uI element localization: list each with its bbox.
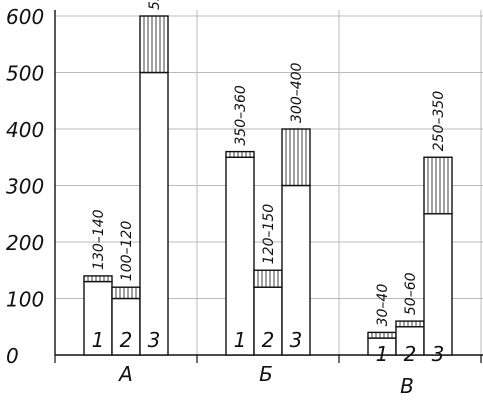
bar-range-g1-b2 <box>281 128 311 187</box>
range-label-g0-b1: 100–120 <box>119 221 135 282</box>
bar-range-g0-b0 <box>83 275 113 283</box>
bar-number-label-g2-b2: 3 <box>432 342 445 366</box>
bar-range-g1-b0 <box>225 150 255 158</box>
labels-layer: 0 100 200 300 400 500 600 1 130–140 2 100–120 3 550–… <box>6 0 447 398</box>
bar-range-g0-b2 <box>139 15 169 74</box>
y-tick-label-100: 100 <box>6 288 44 312</box>
category-label-2: В <box>400 374 414 398</box>
range-label-g1-b2: 300–400 <box>289 62 305 123</box>
bars-layer <box>83 15 453 356</box>
range-label-g1-b0: 350–360 <box>233 85 249 146</box>
bar-number-label-g1-b1: 2 <box>262 328 275 352</box>
bar-number-label-g1-b0: 1 <box>234 328 247 352</box>
range-label-g2-b0: 30–40 <box>375 284 391 327</box>
y-tick-label-400: 400 <box>6 118 44 142</box>
grid-layer <box>54 10 483 355</box>
range-label-g2-b1: 50–60 <box>403 272 419 315</box>
category-label-1: Б <box>259 362 273 386</box>
bar-g0-b2 <box>139 71 169 356</box>
bar-number-label-g2-b0: 1 <box>376 342 389 366</box>
bar-number-label-g0-b1: 2 <box>120 328 133 352</box>
category-label-0: А <box>117 362 133 386</box>
y-tick-label-0: 0 <box>6 344 19 368</box>
y-tick-label-300: 300 <box>6 175 44 199</box>
bar-range-g2-b2 <box>423 156 453 215</box>
bar-number-label-g0-b0: 1 <box>92 328 105 352</box>
y-tick-label-500: 500 <box>6 62 44 86</box>
bar-g0-b0 <box>83 280 113 356</box>
range-label-g0-b0: 130–140 <box>91 209 107 270</box>
range-label-g1-b1: 120–150 <box>261 204 277 265</box>
range-label-g0-b2: 550–600 <box>147 0 163 10</box>
bar-g1-b0 <box>225 156 255 356</box>
bar-g1-b1 <box>253 286 283 356</box>
bar-number-label-g1-b2: 3 <box>290 328 303 352</box>
bar-number-label-g0-b2: 3 <box>148 328 161 352</box>
bar-g1-b2 <box>281 184 311 356</box>
y-tick-label-200: 200 <box>6 231 44 255</box>
bar-g2-b2 <box>423 213 453 356</box>
bar-number-label-g2-b1: 2 <box>404 342 417 366</box>
y-tick-label-600: 600 <box>6 5 44 29</box>
range-label-g2-b2: 250–350 <box>431 91 447 152</box>
